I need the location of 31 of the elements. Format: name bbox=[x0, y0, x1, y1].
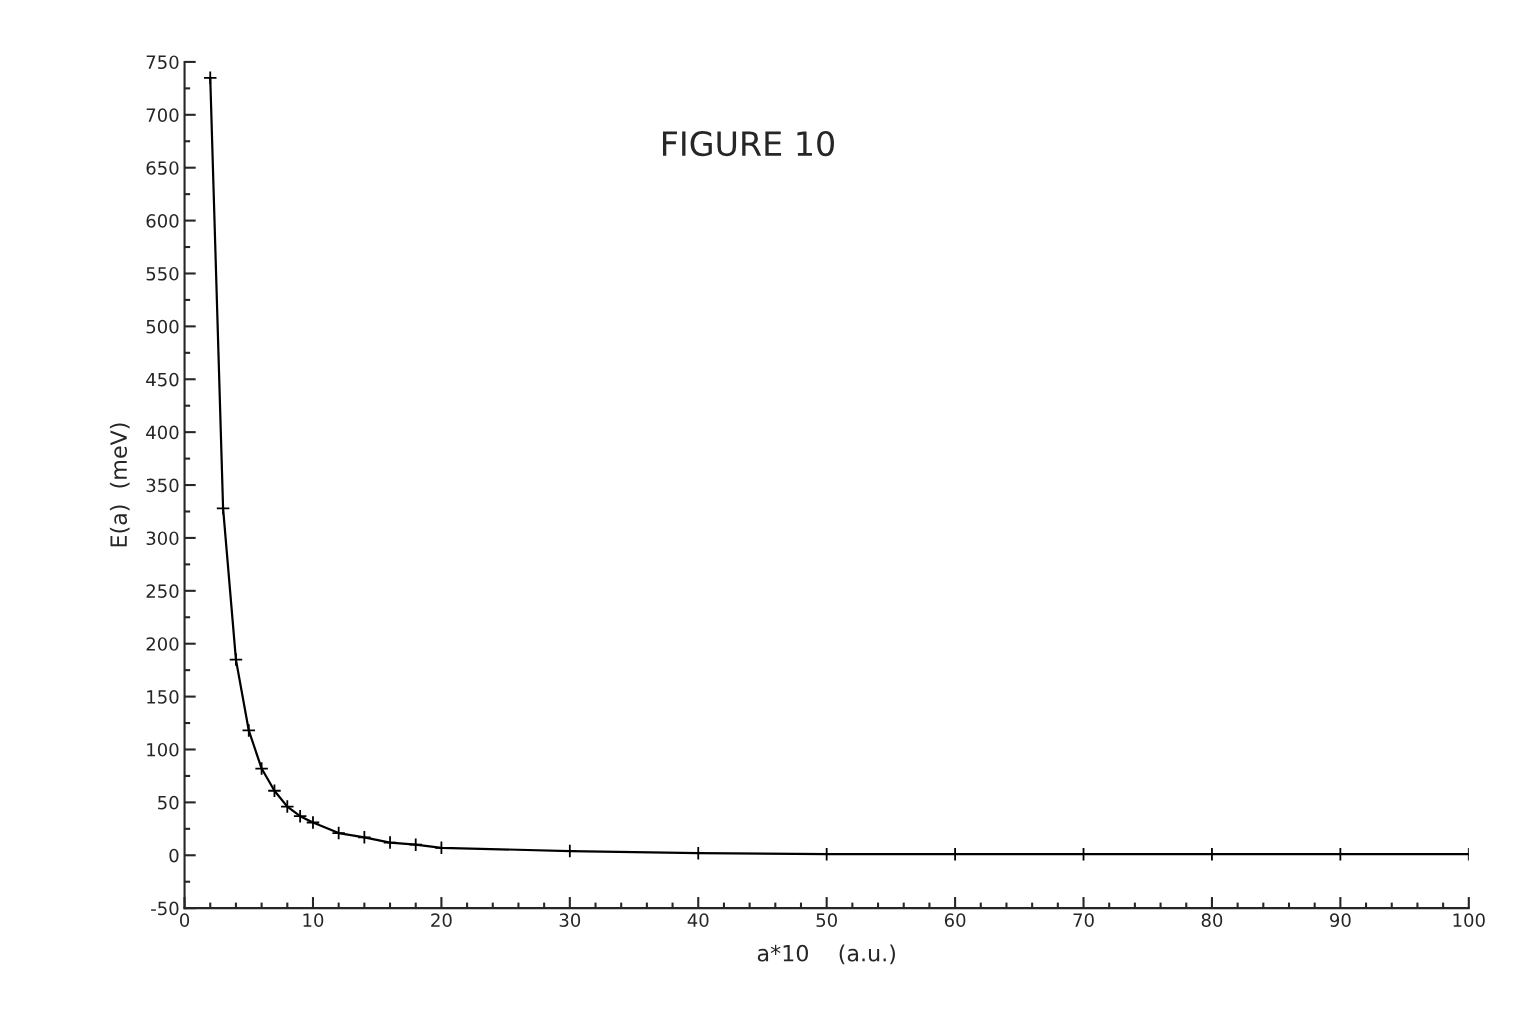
y-tick-label: 750 bbox=[146, 55, 179, 70]
y-tick-label: 650 bbox=[146, 161, 179, 175]
x-tick-label: 40 bbox=[687, 913, 709, 927]
x-tick-label: 30 bbox=[559, 913, 581, 927]
y-tick-label: 200 bbox=[146, 637, 179, 651]
y-tick-label: 150 bbox=[147, 690, 179, 704]
x-tick-label: 90 bbox=[1330, 913, 1351, 927]
x-tick-label: 10 bbox=[303, 913, 324, 927]
y-tick-label: 500 bbox=[146, 319, 179, 334]
x-axis-title: a*10 (a.u.) bbox=[757, 944, 895, 965]
text: FIGURE 10 bbox=[663, 131, 834, 157]
y-tick-label: 50 bbox=[158, 795, 179, 810]
x-tick-label: 100 bbox=[1453, 913, 1485, 927]
y-tick-label: 400 bbox=[146, 425, 179, 440]
y-tick-label: 350 bbox=[146, 478, 179, 493]
x-tick-label: 70 bbox=[1073, 913, 1094, 927]
y-tick-label: 450 bbox=[146, 372, 179, 387]
y-tick-label: 0 bbox=[169, 848, 179, 863]
x-tick-label: 50 bbox=[816, 913, 837, 927]
x-tick-label: 0 bbox=[180, 913, 190, 927]
y-tick-label: -50 bbox=[151, 901, 179, 916]
y-tick-label: 300 bbox=[146, 531, 179, 546]
y-tick-label: 700 bbox=[146, 108, 179, 122]
y-axis-title: E(a) (meV) bbox=[109, 423, 130, 547]
x-tick-label: 60 bbox=[944, 913, 966, 927]
y-tick-label: 550 bbox=[146, 266, 179, 281]
y-tick-label: 250 bbox=[146, 584, 179, 598]
y-tick-label: 600 bbox=[146, 214, 179, 228]
x-tick-label: 80 bbox=[1201, 913, 1223, 927]
x-tick-label: 20 bbox=[431, 913, 452, 927]
y-tick-label: 100 bbox=[147, 742, 179, 757]
